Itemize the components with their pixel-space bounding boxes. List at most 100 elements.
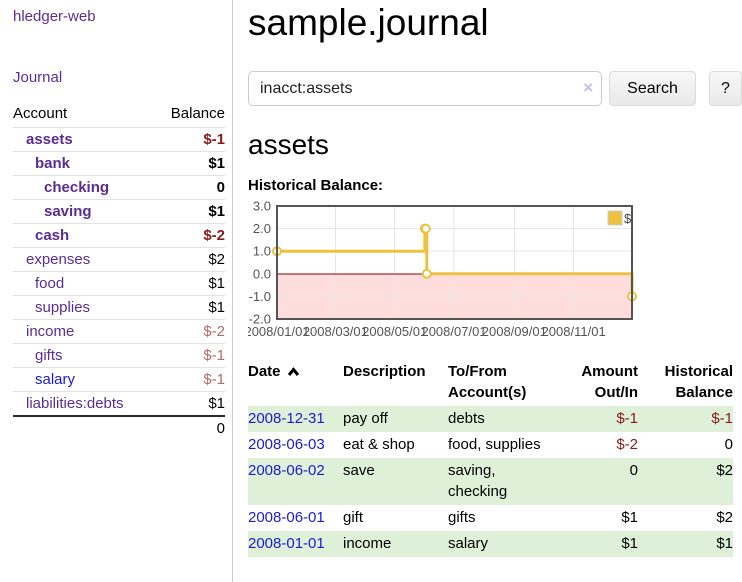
register-header-balance[interactable]: Historical Balance — [664, 363, 733, 401]
account-balance: $2 — [155, 247, 225, 272]
y-tick-label: 2.0 — [253, 221, 271, 236]
plot-border — [276, 205, 633, 320]
transaction-amount: $1 — [621, 535, 638, 552]
transaction-date-link[interactable]: 2008-06-01 — [248, 509, 325, 526]
transaction-accounts: debts — [448, 410, 485, 427]
accounts-header-account: Account — [13, 105, 68, 122]
transaction-date-cell: 2008-06-02 — [248, 458, 343, 505]
account-row: gifts $-1 — [13, 343, 225, 368]
x-tick-label: 2008/05/01 — [362, 324, 427, 339]
register-header-row: Date Description To/From Account(s) Amou… — [248, 359, 733, 406]
account-link-assets[interactable]: assets — [26, 131, 73, 148]
transaction-accounts: saving, checking — [448, 462, 508, 500]
search-button[interactable]: Search — [609, 71, 696, 106]
transaction-date-link[interactable]: 2008-01-01 — [248, 535, 325, 552]
transaction-row: 2008-06-03 eat & shop food, supplies $-2 0 — [248, 432, 733, 458]
chart-label: Historical Balance: — [248, 177, 384, 194]
account-link-saving[interactable]: saving — [44, 203, 92, 220]
transaction-date-link[interactable]: 2008-06-03 — [248, 436, 325, 453]
sidebar-item-journal[interactable]: Journal — [13, 69, 63, 86]
clear-search-icon[interactable]: × — [583, 78, 594, 97]
account-link-expenses[interactable]: expenses — [26, 251, 91, 268]
transaction-amount: 0 — [629, 462, 638, 479]
register-header-date[interactable]: Date — [248, 359, 343, 406]
register-table: Date Description To/From Account(s) Amou… — [248, 359, 733, 557]
transaction-row: 2008-01-01 income salary $1 $1 — [248, 531, 733, 557]
transaction-row: 2008-06-01 gift gifts $1 $2 — [248, 505, 733, 531]
transaction-date-cell: 2008-12-31 — [248, 406, 343, 432]
help-button[interactable]: ? — [708, 71, 742, 106]
app-brand-link[interactable]: hledger-web — [13, 8, 96, 25]
transaction-date-link[interactable]: 2008-06-02 — [248, 462, 325, 479]
sort-asc-icon — [287, 367, 299, 376]
account-balance: $1 — [155, 391, 225, 416]
account-row: food $1 — [13, 271, 225, 296]
accounts-total-row: 0 — [13, 415, 225, 440]
transaction-balance: 0 — [724, 436, 733, 453]
y-tick-label: -2.0 — [249, 312, 271, 327]
account-row: cash $-2 — [13, 223, 225, 248]
account-balance: $1 — [155, 295, 225, 320]
x-tick-label: 2008/11/01 — [542, 324, 606, 339]
account-link-salary[interactable]: salary — [35, 371, 76, 388]
register-header-description[interactable]: Description — [343, 363, 426, 380]
register-header-accounts[interactable]: To/From Account(s) — [448, 363, 527, 401]
y-tick-label: 3.0 — [253, 201, 271, 214]
account-balance: $1 — [155, 271, 225, 296]
main-content: sample.journal × Search ? assets Histori… — [233, 0, 742, 582]
y-tick-label: 1.0 — [253, 244, 271, 259]
legend-label: $ — [624, 211, 632, 226]
search-form: × Search ? — [248, 71, 742, 106]
account-row: income $-2 — [13, 319, 225, 344]
transaction-accounts: salary — [448, 535, 489, 552]
chart-canvas: $3.0 2.0 1.0 0.0 -1.0 -2.02008/01/012008/03/0… — [248, 201, 637, 339]
accounts-balance-table: Account Balance assets $-1 bank $1 checking 0… — [13, 102, 225, 440]
historical-balance-chart: $3.0 2.0 1.0 0.0 -1.0 -2.0 2008/01/01 2008/03/0… — [248, 201, 742, 342]
transaction-date-link[interactable]: 2008-12-31 — [248, 410, 325, 427]
x-tick-label: 2008/01/01 — [248, 324, 310, 339]
account-link-cash[interactable]: cash — [35, 227, 70, 244]
transaction-balance: $-1 — [711, 410, 733, 427]
transaction-accounts: gifts — [448, 509, 476, 526]
transaction-date-cell: 2008-06-03 — [248, 432, 343, 458]
account-balance: $1 — [155, 199, 225, 224]
transaction-description: income — [343, 535, 392, 552]
account-link-food[interactable]: food — [35, 275, 65, 292]
account-link-income[interactable]: income — [26, 323, 75, 340]
accounts-header-balance: Balance — [170, 105, 225, 122]
transaction-amount: $-2 — [616, 436, 638, 453]
transaction-balance: $2 — [716, 462, 733, 479]
account-row: checking 0 — [13, 175, 225, 200]
account-heading: assets — [248, 129, 329, 160]
search-input[interactable] — [248, 71, 603, 106]
transaction-description: eat & shop — [343, 436, 415, 453]
account-row: salary $-1 — [13, 367, 225, 392]
page-title: sample.journal — [248, 2, 489, 43]
account-balance: $1 — [155, 151, 225, 176]
data-point-marker — [421, 268, 432, 279]
y-tick-label: 0.0 — [253, 266, 271, 281]
account-balance: $-1 — [155, 343, 225, 368]
transaction-description: save — [343, 462, 375, 479]
account-link-checking[interactable]: checking — [44, 179, 110, 196]
account-link-supplies[interactable]: supplies — [35, 299, 91, 316]
account-link-bank[interactable]: bank — [35, 155, 71, 172]
transaction-accounts: food, supplies — [448, 436, 541, 453]
transaction-amount: $1 — [621, 509, 638, 526]
account-row: supplies $1 — [13, 295, 225, 320]
data-point-marker — [420, 223, 431, 234]
account-row: saving $1 — [13, 199, 225, 224]
x-tick-label: 2008/07/01 — [421, 324, 486, 339]
transaction-row: 2008-12-31 pay off debts $-1 $-1 — [248, 406, 733, 432]
register-header-amount[interactable]: Amount Out/In — [581, 363, 638, 401]
account-row: expenses $2 — [13, 247, 225, 272]
transaction-balance: $2 — [716, 509, 733, 526]
account-row: bank $1 — [13, 151, 225, 176]
transaction-description: gift — [343, 509, 364, 526]
account-link-gifts[interactable]: gifts — [35, 347, 63, 364]
y-tick-label: -1.0 — [249, 289, 271, 304]
transaction-amount: $-1 — [616, 410, 638, 427]
transaction-balance: $1 — [716, 535, 733, 552]
account-row: liabilities:debts $1 — [13, 391, 225, 416]
account-link-liabilities-debts[interactable]: liabilities:debts — [26, 395, 124, 412]
